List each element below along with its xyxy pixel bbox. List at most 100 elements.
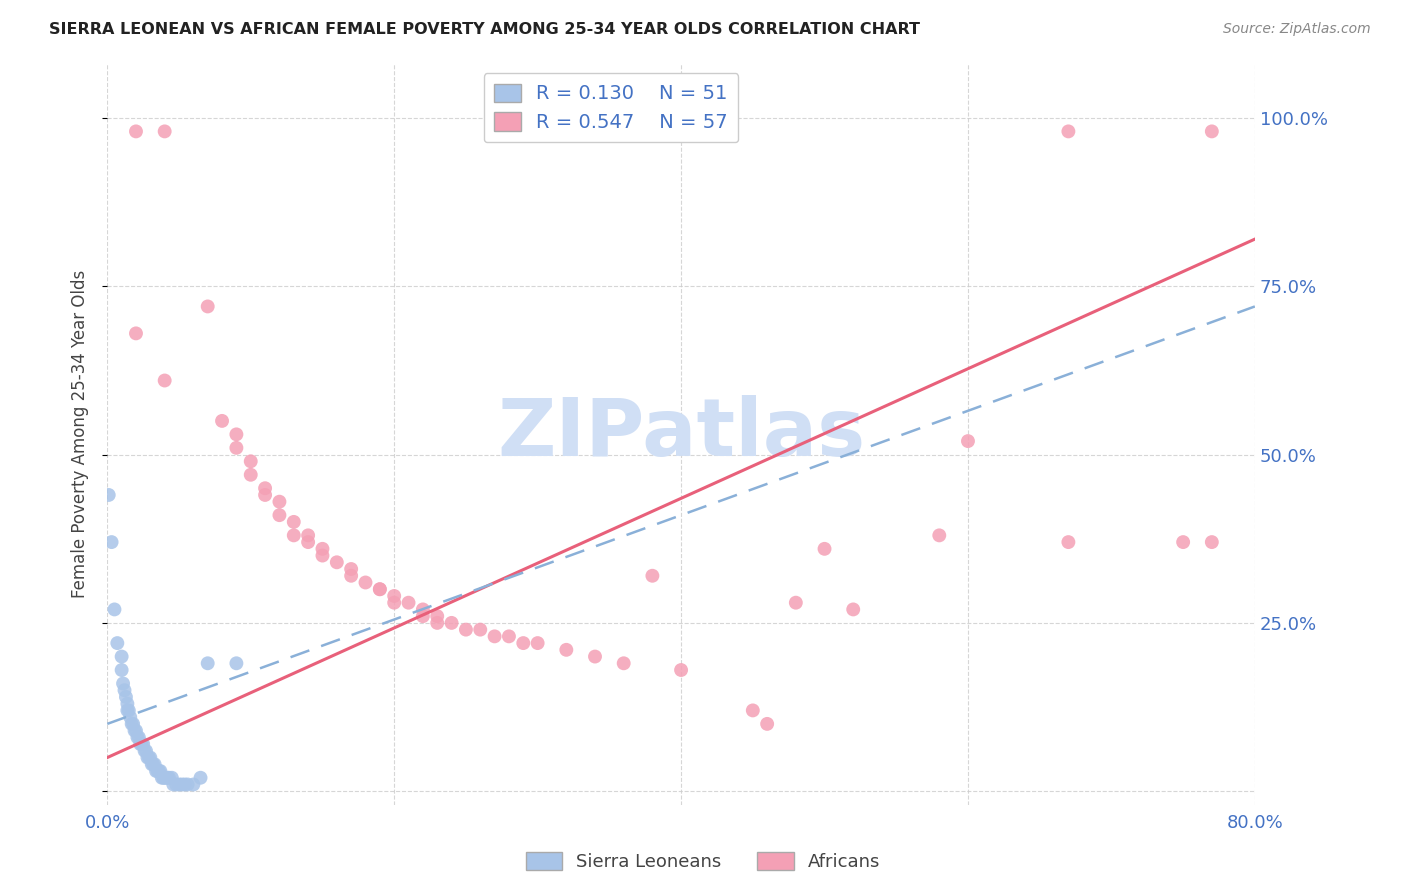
Point xyxy=(170,777,193,791)
Point xyxy=(127,731,149,745)
Point xyxy=(157,771,180,785)
Point xyxy=(190,771,212,785)
Point xyxy=(283,515,305,529)
Point xyxy=(225,427,247,442)
Point xyxy=(311,541,333,556)
Point xyxy=(498,629,520,643)
Point xyxy=(143,757,166,772)
Point xyxy=(813,541,835,556)
Point xyxy=(141,757,163,772)
Point xyxy=(124,723,146,738)
Point xyxy=(145,764,167,778)
Point xyxy=(117,697,139,711)
Point xyxy=(142,757,165,772)
Point xyxy=(225,441,247,455)
Point xyxy=(132,737,155,751)
Text: ZIPatlas: ZIPatlas xyxy=(496,395,865,474)
Point xyxy=(254,488,277,502)
Point xyxy=(340,568,363,582)
Point xyxy=(146,764,169,778)
Point xyxy=(398,596,420,610)
Point xyxy=(97,488,120,502)
Point xyxy=(121,717,143,731)
Point xyxy=(613,657,636,671)
Point xyxy=(239,467,262,482)
Point xyxy=(160,771,183,785)
Point xyxy=(1201,535,1223,549)
Point xyxy=(412,602,434,616)
Point xyxy=(512,636,534,650)
Point xyxy=(136,750,159,764)
Point xyxy=(111,649,134,664)
Point xyxy=(105,636,128,650)
Point xyxy=(138,750,160,764)
Point xyxy=(326,555,349,569)
Point xyxy=(128,731,150,745)
Point xyxy=(239,454,262,468)
Text: SIERRA LEONEAN VS AFRICAN FEMALE POVERTY AMONG 25-34 YEAR OLDS CORRELATION CHART: SIERRA LEONEAN VS AFRICAN FEMALE POVERTY… xyxy=(49,22,920,37)
Point xyxy=(153,771,176,785)
Point xyxy=(412,609,434,624)
Point xyxy=(741,703,763,717)
Point xyxy=(114,683,136,698)
Point xyxy=(117,703,139,717)
Point xyxy=(283,528,305,542)
Point xyxy=(197,300,219,314)
Point xyxy=(311,549,333,563)
Point xyxy=(112,676,135,690)
Point xyxy=(150,771,173,785)
Point xyxy=(340,562,363,576)
Point xyxy=(129,737,152,751)
Point xyxy=(1201,124,1223,138)
Point xyxy=(100,535,122,549)
Point xyxy=(426,615,449,630)
Point xyxy=(176,777,198,791)
Point xyxy=(354,575,377,590)
Point xyxy=(382,589,405,603)
Point xyxy=(197,657,219,671)
Point xyxy=(122,717,145,731)
Point xyxy=(148,764,170,778)
Point xyxy=(1057,535,1080,549)
Point xyxy=(928,528,950,542)
Point xyxy=(131,737,153,751)
Point xyxy=(368,582,391,597)
Legend: R = 0.130    N = 51, R = 0.547    N = 57: R = 0.130 N = 51, R = 0.547 N = 57 xyxy=(484,73,738,143)
Point xyxy=(440,615,463,630)
Point xyxy=(153,374,176,388)
Point xyxy=(470,623,492,637)
Point xyxy=(139,750,162,764)
Point xyxy=(382,596,405,610)
Legend: Sierra Leoneans, Africans: Sierra Leoneans, Africans xyxy=(519,845,887,879)
Point xyxy=(583,649,606,664)
Point xyxy=(125,326,148,341)
Point xyxy=(956,434,979,449)
Point xyxy=(115,690,138,704)
Y-axis label: Female Poverty Among 25-34 Year Olds: Female Poverty Among 25-34 Year Olds xyxy=(72,270,89,599)
Point xyxy=(297,535,319,549)
Point xyxy=(211,414,233,428)
Point xyxy=(111,663,134,677)
Point xyxy=(1171,535,1194,549)
Point xyxy=(152,771,174,785)
Point xyxy=(669,663,692,677)
Point xyxy=(135,744,157,758)
Point xyxy=(225,657,247,671)
Point xyxy=(785,596,807,610)
Point xyxy=(149,764,172,778)
Point xyxy=(120,710,142,724)
Point xyxy=(269,494,291,508)
Point xyxy=(254,481,277,495)
Point xyxy=(426,609,449,624)
Point xyxy=(526,636,548,650)
Point xyxy=(125,723,148,738)
Point xyxy=(484,629,506,643)
Point xyxy=(156,771,179,785)
Point xyxy=(155,771,177,785)
Point xyxy=(165,777,187,791)
Point xyxy=(173,777,195,791)
Point xyxy=(134,744,156,758)
Point xyxy=(167,777,190,791)
Point xyxy=(183,777,205,791)
Point xyxy=(125,124,148,138)
